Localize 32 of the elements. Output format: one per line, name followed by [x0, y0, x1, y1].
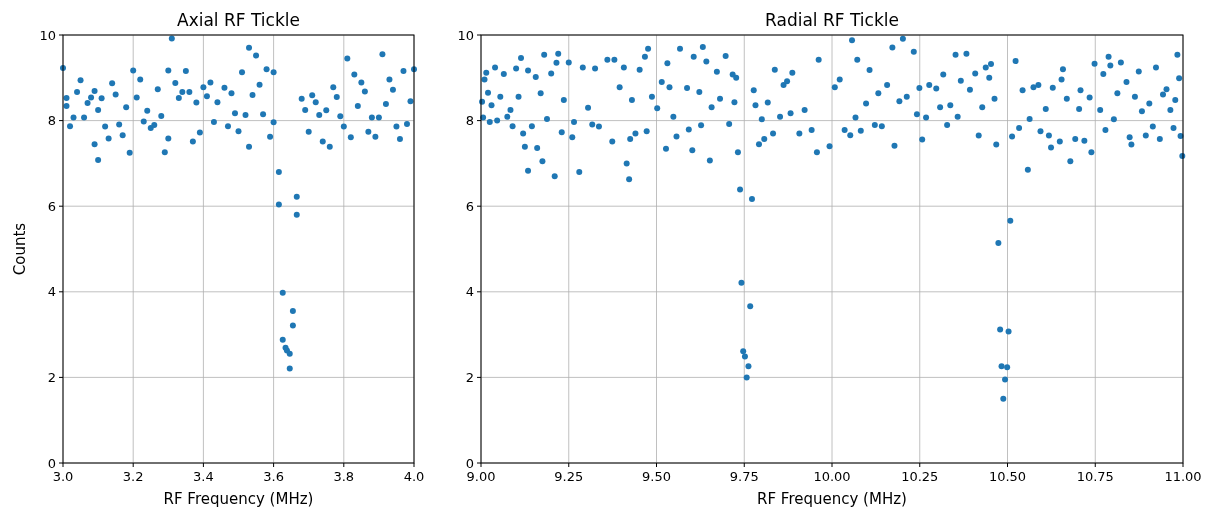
y-tick-label: 8 — [47, 113, 56, 129]
x-tick-label: 9.75 — [729, 469, 759, 484]
chart-title: Radial RF Tickle — [765, 10, 899, 30]
y-axis-title: Counts — [11, 222, 29, 276]
y-tick-label: 2 — [465, 369, 474, 385]
x-tick-label: 3.0 — [52, 469, 74, 484]
x-tick-label: 3.2 — [122, 469, 144, 484]
y-tick-label: 10 — [457, 27, 474, 43]
x-tick-label: 9.25 — [554, 469, 584, 484]
x-tick-label: 3.8 — [333, 469, 355, 484]
chart-title: Axial RF Tickle — [177, 10, 300, 30]
x-axis-title: RF Frequency (MHz) — [757, 490, 907, 508]
x-axis-title: RF Frequency (MHz) — [163, 490, 314, 508]
y-tick-label: 10 — [39, 27, 56, 43]
y-tick-label: 2 — [47, 369, 56, 385]
y-tick-label: 0 — [47, 455, 56, 471]
x-tick-label: 4.0 — [403, 469, 425, 484]
y-tick-label: 0 — [465, 455, 474, 471]
y-tick-label: 6 — [465, 198, 474, 214]
x-tick-label: 11.00 — [1164, 469, 1202, 484]
y-tick-label: 6 — [47, 198, 56, 214]
y-tick-label: 4 — [465, 284, 474, 300]
x-tick-label: 10.00 — [813, 469, 851, 484]
x-tick-label: 10.50 — [988, 469, 1027, 484]
x-tick-label: 9.00 — [466, 469, 496, 484]
x-tick-label: 3.4 — [193, 469, 214, 484]
x-tick-label: 10.25 — [901, 469, 939, 484]
x-tick-label: 10.75 — [1076, 469, 1114, 484]
y-tick-label: 4 — [47, 284, 56, 300]
y-tick-label: 8 — [465, 113, 474, 129]
x-tick-label: 9.50 — [642, 469, 671, 484]
x-tick-label: 3.6 — [263, 469, 284, 484]
